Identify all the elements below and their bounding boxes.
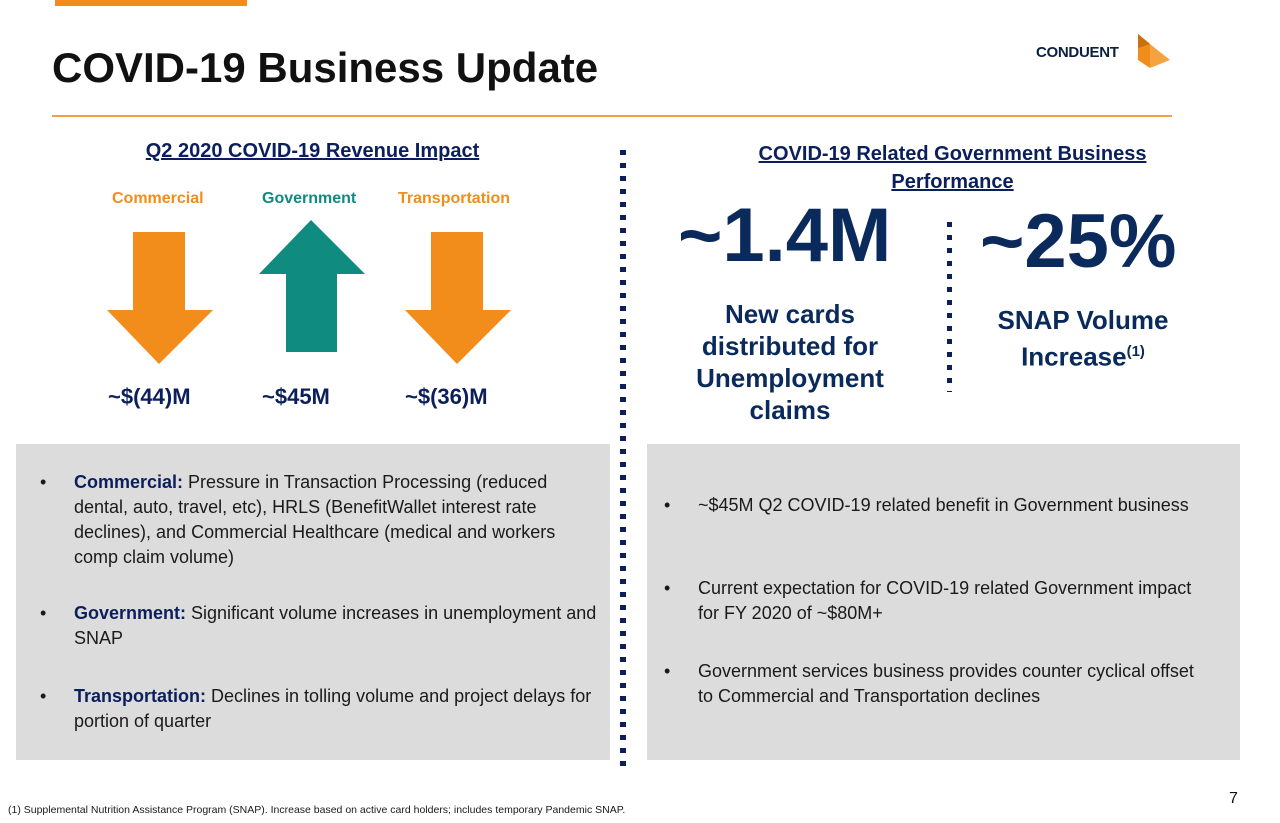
stat-divider — [947, 222, 952, 392]
logo-mark-icon — [1138, 34, 1170, 68]
government-up-arrow-icon — [259, 220, 365, 352]
cards-stat-desc: New cards distributed for Unemployment c… — [672, 298, 908, 426]
commercial-amount: ~$(44)M — [108, 384, 191, 409]
government-amount: ~$45M — [262, 384, 330, 409]
snap-footnote-marker: (1) — [1126, 343, 1145, 360]
bullet-transportation-text: Declines in tolling volume and project d… — [74, 686, 592, 731]
snap-desc-line2: Increase — [1021, 341, 1127, 372]
left-bullets-panel — [16, 444, 610, 760]
government-label: Government — [262, 190, 357, 207]
page-number: 7 — [1229, 790, 1238, 807]
snap-desc-line1: SNAP Volume — [997, 305, 1169, 335]
bullet-gov-offset: • Government services business provides … — [664, 659, 1212, 709]
bullet-dot-icon: • — [664, 661, 671, 681]
transportation-label: Transportation — [398, 190, 511, 207]
bullet-gov-benefit-text: ~$45M Q2 COVID-19 related benefit in Gov… — [698, 495, 1189, 515]
commercial-label: Commercial — [112, 190, 204, 207]
bullet-gov-expectation-text: Current expectation for COVID-19 related… — [698, 578, 1192, 623]
transportation-amount: ~$(36)M — [405, 384, 488, 409]
cards-desc-line3: Unemployment — [696, 363, 884, 393]
bullet-commercial-text: Pressure in Transaction Processing (redu… — [74, 472, 556, 567]
logo-text: CONDUENT — [1036, 44, 1119, 61]
cards-desc-line2: distributed for — [701, 331, 879, 361]
cards-desc-line4: claims — [749, 395, 831, 425]
header-rule — [52, 115, 1172, 117]
bullet-gov-expectation: • Current expectation for COVID-19 relat… — [664, 576, 1204, 626]
bullet-commercial-heading: Commercial: — [74, 472, 184, 492]
bullet-commercial: • Commercial: Pressure in Transaction Pr… — [40, 470, 600, 570]
bullet-transportation-heading: Transportation: — [74, 686, 207, 706]
bullet-government: • Government: Significant volume increas… — [40, 601, 600, 651]
snap-stat-value: ~25% — [980, 199, 1177, 284]
page-title: COVID-19 Business Update — [52, 44, 599, 91]
bullet-government-heading: Government: — [74, 603, 187, 623]
bullet-transportation: • Transportation: Declines in tolling vo… — [40, 684, 600, 734]
gov-title-line1: COVID-19 Related Government Business — [758, 143, 1147, 165]
footnote: (1) Supplemental Nutrition Assistance Pr… — [8, 804, 626, 816]
bullet-dot-icon: • — [40, 603, 47, 623]
cards-stat-value: ~1.4M — [678, 193, 892, 278]
transportation-down-arrow-icon — [405, 232, 511, 364]
bullet-gov-benefit: • ~$45M Q2 COVID-19 related benefit in G… — [664, 493, 1204, 518]
revenue-impact-title: Q2 2020 COVID-19 Revenue Impact — [145, 140, 480, 162]
bullet-gov-offset-text: Government services business provides co… — [698, 661, 1194, 706]
conduent-logo: CONDUENT — [1036, 34, 1176, 74]
commercial-down-arrow-icon — [107, 232, 213, 364]
bullet-dot-icon: • — [40, 472, 47, 492]
bullet-government-text: Significant volume increases in unemploy… — [74, 603, 597, 648]
cards-desc-line1: New cards — [724, 299, 856, 329]
gov-performance-title: COVID-19 Related Government Business Per… — [650, 140, 1255, 196]
section-divider — [620, 150, 626, 770]
snap-stat-desc: SNAP Volume Increase(1) — [975, 304, 1191, 373]
top-accent-bar — [55, 0, 247, 6]
gov-title-line2: Performance — [891, 171, 1014, 193]
bullet-dot-icon: • — [664, 578, 671, 598]
right-bullets-panel — [647, 444, 1240, 760]
bullet-dot-icon: • — [40, 686, 47, 706]
bullet-dot-icon: • — [664, 495, 671, 515]
